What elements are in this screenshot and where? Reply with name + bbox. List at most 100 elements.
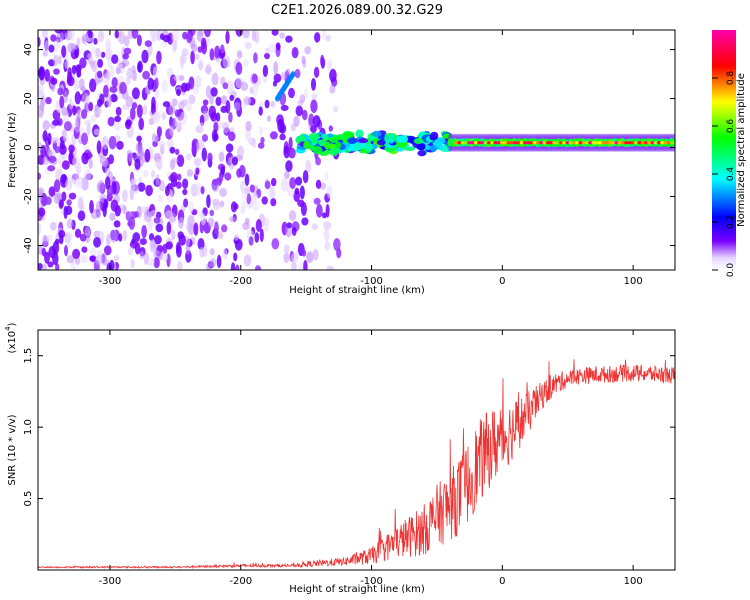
heatmap-cell (66, 199, 72, 206)
heatmap-cell (270, 100, 276, 108)
heatmap-cell (165, 241, 173, 250)
heatmap-cell (79, 57, 87, 69)
snr-frame (37, 329, 676, 571)
heatmap-cell (118, 31, 126, 45)
heatmap-cell (118, 233, 123, 242)
heatmap-cell (54, 30, 63, 34)
heatmap-cell (358, 138, 369, 144)
heatmap-cell (209, 257, 217, 268)
heatmap-cell (171, 229, 176, 241)
heatmap-cell (347, 137, 357, 145)
heatmap-cell (47, 165, 56, 172)
heatmap-cell (53, 68, 60, 75)
heatmap-cell (301, 249, 307, 257)
heatmap-cell (290, 123, 296, 132)
heatmap-cell (87, 31, 93, 39)
heatmap-cell (321, 212, 327, 219)
heatmap-cell (222, 82, 229, 90)
heatmap-cell (128, 216, 136, 230)
heatmap-cell (68, 192, 77, 200)
heatmap-cell (79, 203, 85, 211)
heatmap-cell (321, 30, 327, 40)
heatmap-cell (312, 115, 321, 128)
heatmap-cell (242, 95, 251, 105)
heatmap-cell (220, 45, 225, 54)
heatmap-cell (141, 224, 147, 239)
heatmap-cell (193, 157, 202, 167)
heatmap-cell (97, 180, 105, 194)
heatmap-cell (191, 43, 198, 53)
heatmap-cell (103, 198, 109, 209)
heatmap-cell (306, 251, 314, 263)
heatmap-cell (311, 223, 319, 231)
heatmap-cell (327, 63, 332, 72)
heatmap-cell (44, 40, 49, 53)
heatmap-cell (152, 112, 160, 120)
heatmap-cell (110, 229, 117, 243)
heatmap-cell (195, 53, 200, 61)
heatmap-cell (272, 80, 278, 87)
heatmap-cell (42, 234, 47, 246)
heatmap-cell (78, 176, 83, 190)
heatmap-cell (236, 50, 243, 59)
heatmap-cell (216, 254, 222, 269)
heatmap-cell (214, 45, 221, 59)
heatmap-cell (443, 133, 452, 138)
heatmap-cell (91, 59, 98, 73)
heatmap-cell (313, 197, 321, 205)
heatmap-cell (162, 101, 171, 108)
heatmap-cell (201, 134, 209, 142)
heatmap-cell (137, 60, 143, 73)
heatmap-cell (161, 79, 168, 93)
heatmap-cell (53, 54, 59, 67)
heatmap-cell (152, 140, 158, 147)
heatmap-cell (147, 257, 155, 267)
heatmap-cell (175, 181, 182, 189)
heatmap-cell (243, 254, 252, 267)
heatmap-cell (225, 30, 230, 45)
heatmap-cell (289, 177, 297, 189)
heatmap-cell (270, 197, 277, 207)
heatmap-cell (179, 111, 188, 126)
heatmap-cell (200, 212, 206, 226)
heatmap-cell (153, 134, 159, 142)
heatmap-cell (384, 134, 392, 142)
heatmap-cell (44, 251, 50, 264)
heatmap-cell (38, 172, 42, 180)
heatmap-cell (305, 159, 312, 173)
heatmap-cell (285, 35, 293, 43)
heatmap-cell (66, 255, 75, 264)
heatmap-cell (171, 157, 178, 164)
heatmap-cell (218, 151, 225, 163)
heatmap-cell (304, 45, 312, 55)
heatmap-cell (283, 252, 290, 263)
heatmap-cell (201, 147, 208, 162)
heatmap-cell (122, 205, 127, 215)
heatmap-cell (123, 47, 132, 55)
heatmap-cell (59, 95, 65, 109)
heatmap-cell (40, 95, 46, 108)
heatmap-cell (211, 72, 219, 86)
heatmap-cell (84, 226, 91, 237)
heatmap-cell (177, 173, 182, 181)
heatmap-cell (106, 233, 111, 247)
heatmap-cell (38, 68, 43, 77)
heatmap-cell (326, 133, 334, 138)
heatmap-cell (235, 30, 244, 37)
heatmap-cell (108, 154, 115, 165)
heatmap-cell (240, 81, 249, 91)
heatmap-cell (61, 160, 70, 170)
heatmap-cell (122, 53, 129, 60)
heatmap-cell (244, 42, 252, 49)
heatmap-cell (308, 132, 320, 140)
heatmap-cell (202, 99, 209, 106)
heatmap-cell (86, 124, 91, 136)
heatmap-cell (326, 265, 335, 270)
heatmap-cell (64, 59, 70, 69)
heatmap-cell (75, 79, 80, 90)
colorbar-ticks: 0.0 0.2 0.4 0.6 0.8 (712, 71, 736, 277)
spectrogram-x-tick-label: -100 (360, 276, 383, 287)
heatmap-cell (333, 237, 341, 252)
heatmap-cell (230, 262, 236, 270)
heatmap-cell (57, 87, 64, 96)
